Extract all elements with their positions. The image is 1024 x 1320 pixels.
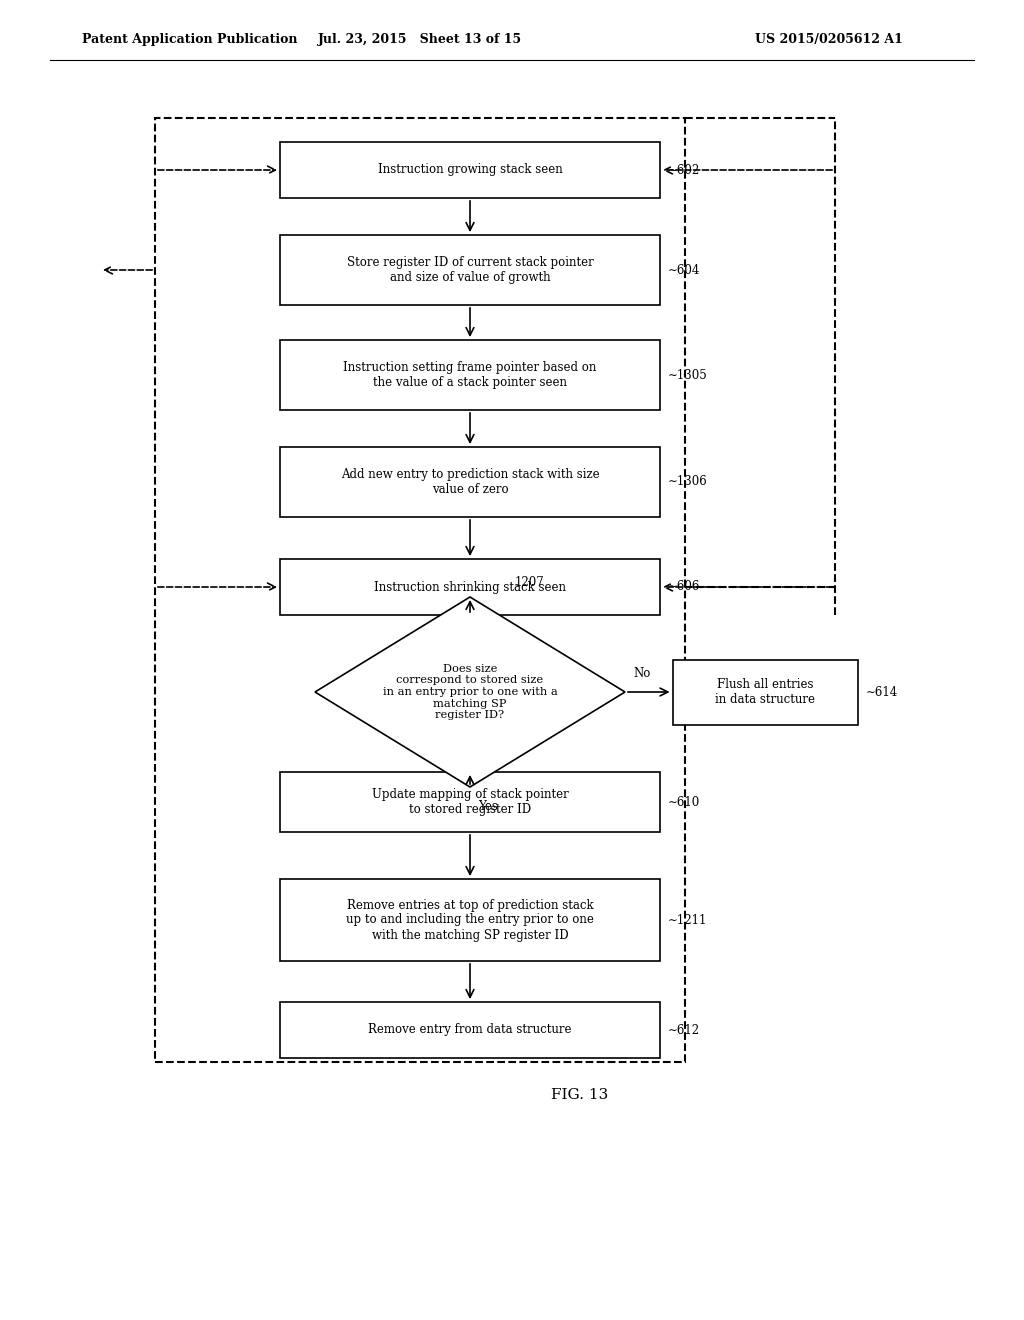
Text: Remove entries at top of prediction stack
up to and including the entry prior to: Remove entries at top of prediction stac…	[346, 899, 594, 941]
Text: ∼614: ∼614	[865, 685, 898, 698]
Bar	[280, 143, 660, 198]
Text: ∼602: ∼602	[668, 164, 700, 177]
Text: Jul. 23, 2015   Sheet 13 of 15: Jul. 23, 2015 Sheet 13 of 15	[317, 33, 522, 46]
Bar	[280, 772, 660, 832]
Text: Remove entry from data structure: Remove entry from data structure	[369, 1023, 571, 1036]
Text: No: No	[633, 667, 650, 680]
Text: Yes: Yes	[478, 800, 498, 813]
Text: 1207: 1207	[515, 576, 545, 589]
Text: ∼1305: ∼1305	[668, 368, 708, 381]
Bar	[155, 117, 685, 1063]
Bar	[280, 558, 660, 615]
Text: Update mapping of stack pointer
to stored register ID: Update mapping of stack pointer to store…	[372, 788, 568, 816]
Bar	[280, 341, 660, 411]
Text: ∼604: ∼604	[668, 264, 700, 276]
Bar	[280, 235, 660, 305]
Text: ∼610: ∼610	[668, 796, 700, 808]
Bar	[280, 1002, 660, 1059]
Text: Flush all entries
in data structure: Flush all entries in data structure	[715, 678, 815, 706]
Polygon shape	[315, 597, 625, 787]
Text: FIG. 13: FIG. 13	[551, 1088, 608, 1102]
Text: Store register ID of current stack pointer
and size of value of growth: Store register ID of current stack point…	[347, 256, 593, 284]
Text: Instruction growing stack seen: Instruction growing stack seen	[378, 164, 562, 177]
Text: Add new entry to prediction stack with size
value of zero: Add new entry to prediction stack with s…	[341, 469, 599, 496]
Text: Does size
correspond to stored size
in an entry prior to one with a
matching SP
: Does size correspond to stored size in a…	[383, 664, 557, 721]
Bar	[673, 660, 857, 725]
Bar	[280, 879, 660, 961]
Text: Instruction setting frame pointer based on
the value of a stack pointer seen: Instruction setting frame pointer based …	[343, 360, 597, 389]
Text: US 2015/0205612 A1: US 2015/0205612 A1	[755, 33, 903, 46]
Text: ∼1211: ∼1211	[668, 913, 708, 927]
Text: Instruction shrinking stack seen: Instruction shrinking stack seen	[374, 581, 566, 594]
Bar	[280, 447, 660, 517]
Text: ∼612: ∼612	[668, 1023, 700, 1036]
Text: ∼606: ∼606	[668, 581, 700, 594]
Text: ∼1306: ∼1306	[668, 475, 708, 488]
Text: Patent Application Publication: Patent Application Publication	[82, 33, 298, 46]
